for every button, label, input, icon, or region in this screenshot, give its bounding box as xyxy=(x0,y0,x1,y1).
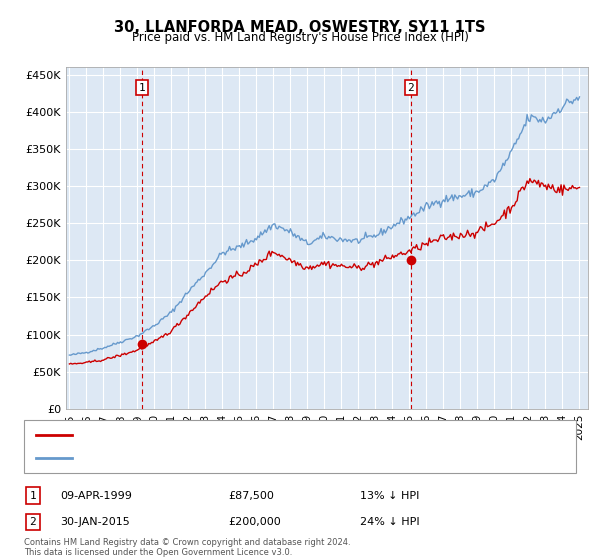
Text: £87,500: £87,500 xyxy=(228,491,274,501)
Text: Contains HM Land Registry data © Crown copyright and database right 2024.
This d: Contains HM Land Registry data © Crown c… xyxy=(24,538,350,557)
Text: 1: 1 xyxy=(139,82,145,92)
Text: 30, LLANFORDA MEAD, OSWESTRY, SY11 1TS: 30, LLANFORDA MEAD, OSWESTRY, SY11 1TS xyxy=(114,20,486,35)
Text: 09-APR-1999: 09-APR-1999 xyxy=(60,491,132,501)
Text: 30, LLANFORDA MEAD, OSWESTRY, SY11 1TS (detached house): 30, LLANFORDA MEAD, OSWESTRY, SY11 1TS (… xyxy=(78,430,409,440)
Text: £200,000: £200,000 xyxy=(228,517,281,527)
Text: Price paid vs. HM Land Registry's House Price Index (HPI): Price paid vs. HM Land Registry's House … xyxy=(131,31,469,44)
Text: 2: 2 xyxy=(407,82,414,92)
Text: 13% ↓ HPI: 13% ↓ HPI xyxy=(360,491,419,501)
Text: 1: 1 xyxy=(29,491,37,501)
Text: 30-JAN-2015: 30-JAN-2015 xyxy=(60,517,130,527)
Text: 24% ↓ HPI: 24% ↓ HPI xyxy=(360,517,419,527)
Text: 2: 2 xyxy=(29,517,37,527)
Text: HPI: Average price, detached house, Shropshire: HPI: Average price, detached house, Shro… xyxy=(78,453,327,463)
